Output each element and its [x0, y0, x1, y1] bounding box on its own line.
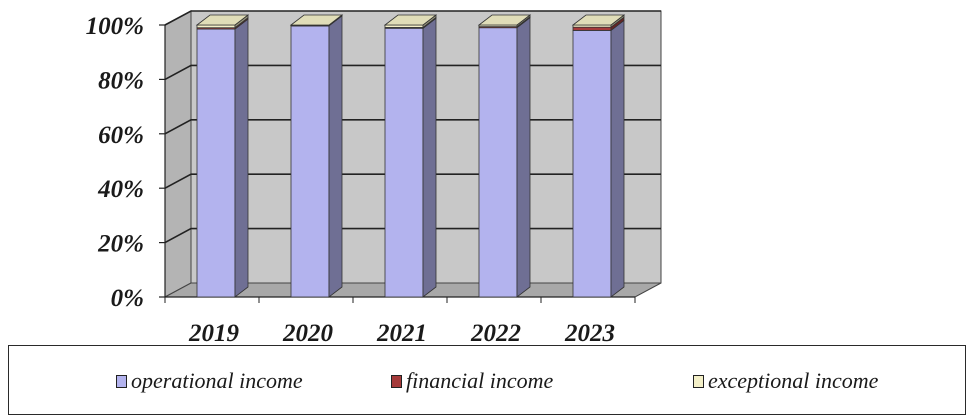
- x-tick-label-2022: 2022: [470, 320, 521, 345]
- x-tick-label-2021: 2021: [376, 320, 427, 345]
- bars: [195, 14, 626, 298]
- y-tick-label: 20%: [97, 231, 144, 258]
- bar-side-2022-operational-income: [516, 16, 531, 298]
- bar-top-2019: [195, 14, 250, 26]
- stacked-bar-chart: 0% 20% 40% 60% 80% 100% 2019 2020 2021 2022 2023: [86, 10, 662, 345]
- bar-2023-operational-income: [572, 30, 612, 298]
- legend-item-exceptional: exceptional income: [693, 368, 878, 394]
- bar-2019-exceptional-income: [196, 24, 236, 29]
- bar-side-2021-operational-income: [422, 17, 437, 298]
- x-tick-label-2023: 2023: [564, 320, 615, 345]
- legend-swatch-financial: [391, 374, 402, 388]
- bar-2021-operational-income: [384, 27, 424, 298]
- bar-2022-operational-income: [478, 27, 518, 298]
- bar-top-2021: [383, 14, 438, 26]
- bar-top-2022: [477, 14, 532, 26]
- bar-side-2020-operational-income: [328, 15, 343, 298]
- legend-label-exceptional: exceptional income: [708, 368, 879, 393]
- bar-side-2023-operational-income: [610, 19, 625, 298]
- side-wall: [164, 10, 192, 298]
- legend-swatch-operational: [116, 374, 127, 388]
- axis-labels: 0% 20% 40% 60% 80% 100% 2019 2020 2021 2022 2023: [86, 13, 615, 345]
- bar-2019-operational-income: [196, 28, 236, 298]
- legend-swatch-exceptional: [693, 374, 704, 388]
- y-tick-label: 80%: [98, 67, 144, 94]
- y-tick-label: 40%: [97, 176, 144, 203]
- x-tick-label-2020: 2020: [282, 320, 334, 345]
- y-tick-label: 100%: [86, 13, 144, 40]
- gridline: [164, 10, 661, 26]
- legend: operational income financial income exce…: [8, 345, 966, 415]
- bar-top-2020: [289, 14, 344, 26]
- y-tick-label: 60%: [98, 122, 144, 149]
- bar-2023-financial-income: [572, 26, 612, 31]
- legend-label-operational: operational income: [131, 368, 303, 393]
- bar-2020-operational-income: [290, 25, 330, 298]
- legend-item-operational: operational income: [116, 368, 303, 394]
- legend-label-financial: financial income: [406, 368, 554, 393]
- bar-top-2023: [571, 14, 626, 26]
- x-tick-label-2019: 2019: [188, 320, 240, 345]
- bar-side-2019-operational-income: [234, 18, 249, 298]
- legend-item-financial: financial income: [391, 368, 553, 394]
- y-tick-label: 0%: [111, 285, 144, 312]
